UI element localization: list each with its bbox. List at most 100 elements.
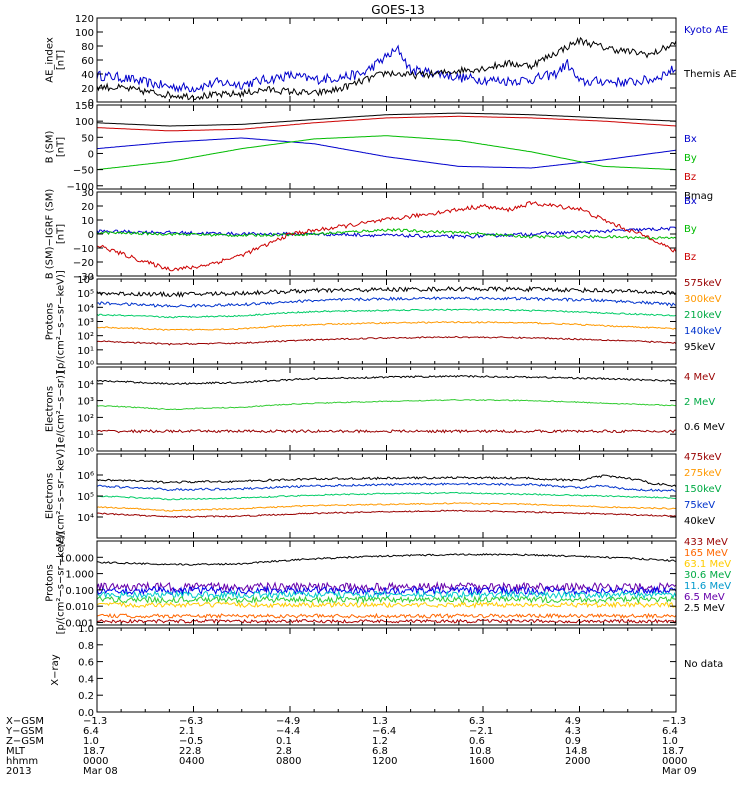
y-tick-label-bsm-4: 100: [75, 117, 94, 128]
legend-label-protons_high-5: 6.5 MeV: [684, 592, 725, 603]
ephemeris-cell-4-0: 6.3: [469, 716, 485, 727]
series-line-bdiff-2: [96, 201, 677, 272]
legend-label-electrons_kev-2: 150keV: [684, 484, 722, 495]
y-tick-label-bsm-1: −50: [73, 166, 94, 177]
series-line-bsm-1: [96, 135, 676, 171]
figure-title: GOES-13: [371, 3, 425, 17]
ephemeris-cell-2-0: −4.9: [276, 716, 300, 727]
ephemeris-cell-6-1: 6.4: [662, 726, 678, 737]
panel-bsm: −100 −50 0 50 100 150 B (SM) [nT] Bx By Bz Bmag: [45, 101, 714, 202]
ephemeris-cell-0-2: 1.0: [83, 736, 99, 747]
y-tick-label-ae-5: 100: [75, 28, 94, 39]
legend-label-electrons_kev-3: 75keV: [684, 500, 715, 511]
legend-label-electrons_mev-0: 4 MeV: [684, 372, 715, 383]
y-tick-label-protons_high-0: 0.001: [65, 618, 94, 629]
ephemeris-cell-6-5: Mar 09: [662, 766, 697, 777]
series-line-protons_low-3: [96, 320, 677, 331]
ephemeris-cell-6-4: 0000: [662, 756, 687, 767]
legend-label-ae-1: Themis AE: [683, 69, 737, 80]
legend-label-bsm-1: By: [684, 153, 697, 164]
series-line-protons_high-1: [96, 581, 677, 594]
y-tick-label-bdiff-0: −30: [73, 272, 94, 283]
legend-label-electrons_kev-0: 475keV: [684, 452, 722, 463]
ephemeris-cell-3-2: 1.2: [372, 736, 388, 747]
series-line-protons_high-4: [96, 595, 677, 605]
panel-xray: 0.0 0.2 0.4 0.6 0.8 1.0 X−ray No data: [50, 624, 723, 719]
y-tick-label-protons_low-1: 10¹: [77, 346, 94, 357]
ephemeris-cell-5-2: 0.9: [565, 736, 581, 747]
y-axis-label-ae-0: AE_index: [45, 37, 56, 83]
legend-label-protons_high-2: 63.1 MeV: [684, 559, 731, 570]
y-tick-label-protons_low-3: 10³: [77, 318, 94, 329]
legend-label-protons_high-6: 2.5 MeV: [684, 603, 725, 614]
ephemeris-row-label-0: X−GSM: [6, 716, 44, 727]
y-tick-label-bdiff-3: 0: [88, 230, 94, 241]
legend-label-protons_high-0: 433 MeV: [684, 537, 728, 548]
series-line-electrons_mev-1: [96, 398, 676, 411]
y-axis-label-protons_high-1: [p/(cm²−s−sr−keV)]: [56, 532, 67, 635]
series-line-electrons_kev-2: [96, 491, 677, 501]
y-tick-label-bsm-2: 0: [88, 149, 94, 160]
legend-label-bdiff-1: By: [684, 224, 697, 235]
panel-protons_low: 10⁰ 10¹ 10² 10³ 10⁴ 10⁵ 10⁶ Protons [p/(cm²−s−sr…: [45, 270, 722, 373]
ephemeris-cell-3-0: 1.3: [372, 716, 388, 727]
y-tick-label-protons_low-0: 10⁰: [77, 360, 94, 371]
y-tick-label-protons_high-1: 0.010: [65, 602, 94, 613]
ephemeris-row-label-5: 2013: [6, 766, 31, 777]
ephemeris-cell-1-1: 2.1: [179, 726, 195, 737]
legend-label-protons_high-3: 30.6 MeV: [684, 570, 731, 581]
series-line-electrons_mev-2: [96, 429, 677, 434]
ephemeris-cell-4-4: 1600: [469, 756, 494, 767]
series-line-protons_low-2: [96, 308, 677, 319]
series-line-electrons_kev-0: [96, 474, 677, 488]
ephemeris-cell-4-2: 0.6: [469, 736, 485, 747]
legend-label-electrons_kev-1: 275keV: [684, 468, 722, 479]
ephemeris-cell-6-3: 18.7: [662, 746, 684, 757]
y-tick-label-protons_high-4: 10.000: [59, 553, 94, 564]
ephemeris-cell-1-3: 22.8: [179, 746, 201, 757]
y-axis-label-ae-1: [nT]: [56, 50, 67, 70]
ephemeris-cell-3-4: 1200: [372, 756, 397, 767]
y-tick-label-bdiff-6: 30: [81, 188, 94, 199]
y-tick-label-xray-0: 0.0: [78, 708, 94, 719]
ephemeris-cell-1-0: −6.3: [179, 716, 203, 727]
y-tick-label-protons_low-6: 10⁶: [77, 275, 94, 286]
y-tick-label-bdiff-2: −10: [73, 244, 94, 255]
ephemeris-cell-4-1: −2.1: [469, 726, 493, 737]
series-line-bsm-0: [96, 137, 677, 169]
legend-label-protons_low-0: 575keV: [684, 278, 722, 289]
series-line-bsm-2: [96, 115, 677, 132]
y-tick-label-bsm-3: 50: [81, 133, 94, 144]
y-tick-label-ae-0: 0: [88, 98, 94, 109]
y-axis-label-bdiff-1: [nT]: [56, 224, 67, 244]
y-axis-label-protons_low-0: Protons: [45, 303, 56, 340]
ephemeris-cell-6-2: 1.0: [662, 736, 678, 747]
panel-electrons_mev: 10⁰ 10¹ 10² 10³ 10⁴ Electrons [e/(cm²−s−sr)] 4 …: [45, 366, 725, 458]
y-axis-label-xray-0: X−ray: [50, 654, 61, 685]
y-tick-label-electrons_kev-2: 10⁶: [77, 471, 94, 482]
ephemeris-cell-3-3: 6.8: [372, 746, 388, 757]
y-tick-label-bsm-0: −100: [67, 182, 94, 193]
series-line-protons_high-5: [96, 601, 677, 609]
y-tick-label-protons_low-2: 10²: [77, 332, 94, 343]
ephemeris-cell-0-0: −1.3: [83, 716, 107, 727]
y-tick-label-ae-3: 60: [81, 56, 94, 67]
panel-electrons_kev: 10⁴ 10⁵ 10⁶ Electrons [e/(cm²−s−sr−keV)] 475k…: [45, 445, 722, 548]
legend-label-electrons_mev-1: 2 MeV: [684, 397, 715, 408]
y-tick-label-bdiff-1: −20: [73, 258, 94, 269]
ephemeris-cell-0-5: Mar 08: [83, 766, 118, 777]
legend-label-electrons_mev-2: 0.6 MeV: [684, 422, 725, 433]
y-axis-label-protons_low-1: [p/(cm²−s−sr−keV)]: [56, 270, 67, 373]
ephemeris-cell-0-3: 18.7: [83, 746, 105, 757]
ephemeris-row-label-2: Z−GSM: [6, 736, 44, 747]
y-tick-label-protons_low-5: 10⁵: [77, 289, 94, 300]
y-tick-label-electrons_mev-4: 10⁴: [77, 380, 94, 391]
y-axis-label-bsm-1: [nT]: [56, 137, 67, 157]
series-line-electrons_kev-3: [96, 502, 677, 512]
ephemeris-cell-1-2: −0.5: [179, 736, 203, 747]
ephemeris-cell-5-4: 2000: [565, 756, 590, 767]
y-tick-label-electrons_kev-0: 10⁴: [77, 513, 94, 524]
y-axis-label-electrons_mev-0: Electrons: [45, 386, 56, 432]
legend-label-ae-0: Kyoto AE: [684, 25, 728, 36]
